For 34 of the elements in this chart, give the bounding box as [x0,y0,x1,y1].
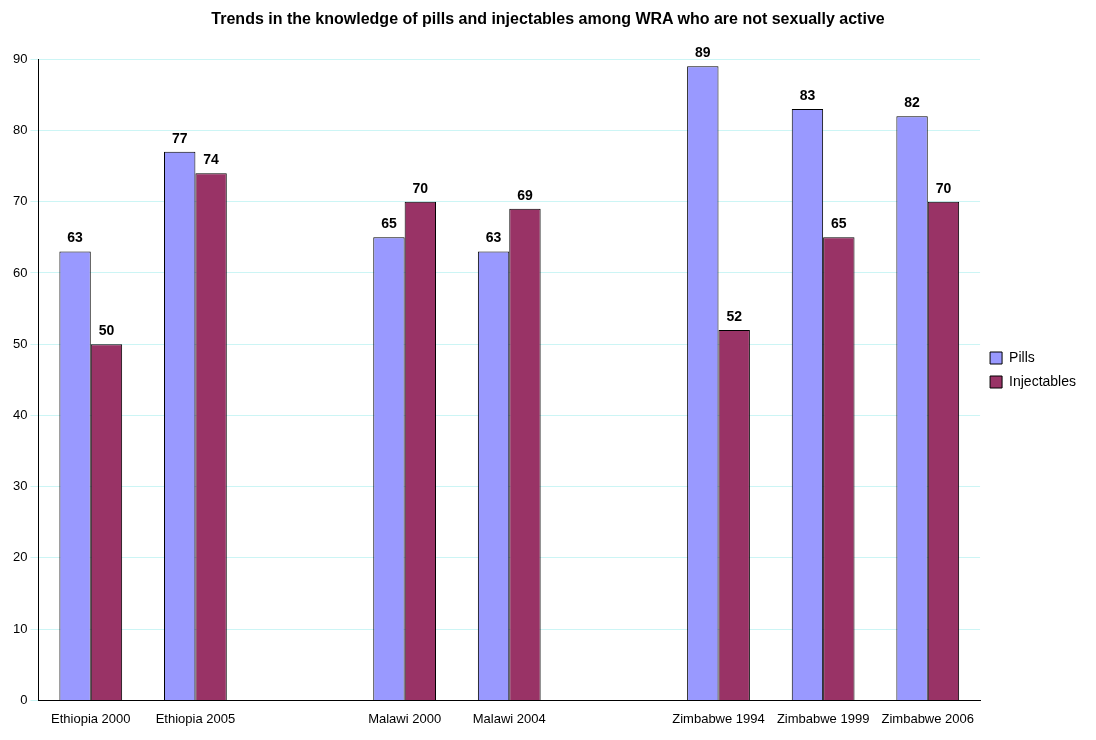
data-label: 77 [171,129,188,146]
data-label: 65 [381,215,397,232]
y-tick-label: 20 [12,549,28,565]
x-tick-label: Zimbabwe 1999 [776,710,870,726]
data-label: 65 [831,215,847,232]
x-tick-label: Zimbabwe 2006 [881,710,975,726]
data-label: 70 [412,179,429,196]
y-tick-label: 60 [12,264,28,280]
data-label: 74 [203,151,220,168]
data-label: 50 [98,322,115,339]
y-tick-label: 10 [12,620,28,636]
data-label: 52 [726,307,743,324]
y-tick-label: 30 [12,478,28,494]
data-label: 89 [695,44,711,61]
data-label: 63 [67,229,84,246]
chart-title: Trends in the knowledge of pills and injectables among WRA who are not sexually active [211,10,885,28]
y-tick-label: 0 [20,691,28,707]
legend-label: Pills [1009,348,1035,365]
y-tick-label: 90 [12,50,28,66]
data-label: 82 [904,94,921,111]
x-tick-label: Ethiopia 2000 [51,710,131,726]
data-label: 63 [485,229,502,246]
data-label: 69 [517,186,533,203]
y-tick-label: 40 [12,407,28,422]
x-tick-label: Zimbabwe 1994 [672,710,765,726]
x-tick-label: Malawi 2000 [368,710,442,726]
legend-label: Injectables [1009,372,1077,389]
y-tick-label: 70 [12,193,28,209]
data-label: 83 [799,86,816,103]
x-tick-label: Ethiopia 2005 [155,710,236,726]
x-tick-label: Malawi 2004 [472,710,546,726]
y-tick-label: 80 [12,122,28,138]
y-tick-label: 50 [12,335,28,351]
data-label: 70 [935,179,952,196]
